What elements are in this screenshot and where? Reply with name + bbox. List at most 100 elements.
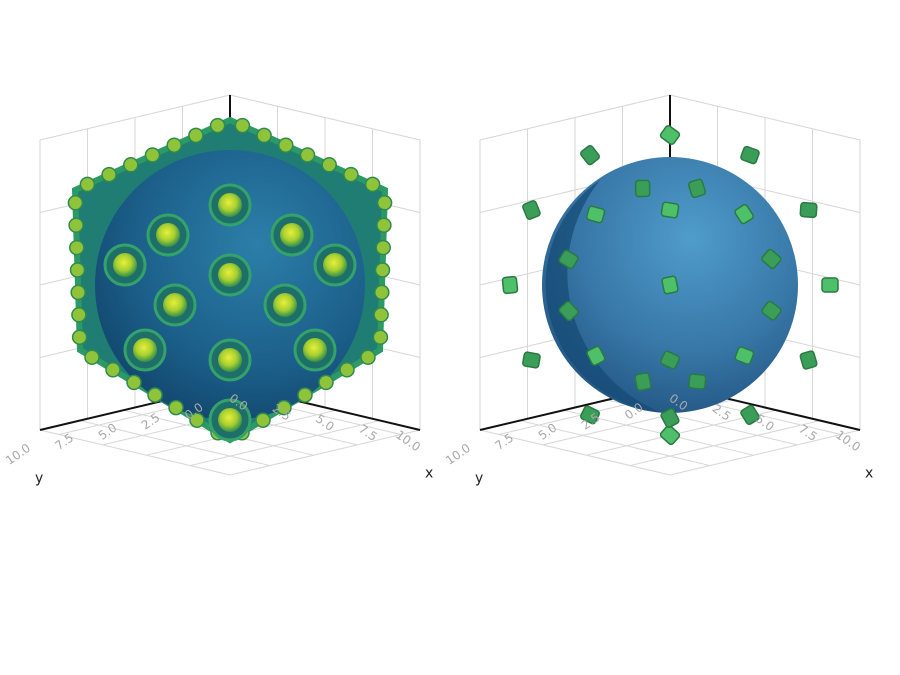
- lattice-fragment: [580, 405, 600, 425]
- knob: [218, 193, 242, 217]
- lattice-nub: [209, 117, 226, 134]
- lattice-fragment: [660, 407, 680, 429]
- y-axis-label: y: [35, 471, 43, 487]
- lattice-nub: [189, 412, 205, 428]
- grid-line: [479, 94, 671, 141]
- lattice-nub: [68, 217, 84, 233]
- lattice-nub: [360, 349, 376, 365]
- lattice-nub: [255, 412, 271, 428]
- lattice-fragment: [688, 373, 707, 390]
- lattice-nub: [105, 362, 121, 378]
- lattice-nub: [376, 195, 393, 211]
- lattice-nub: [278, 137, 294, 153]
- knob: [163, 293, 187, 317]
- lattice-fragment: [660, 201, 680, 219]
- lattice-nub: [67, 195, 84, 211]
- knob: [218, 263, 242, 287]
- lattice-nub: [318, 374, 334, 391]
- lattice-fragment: [580, 144, 600, 166]
- knob: [323, 253, 347, 277]
- lattice-nub: [101, 166, 117, 183]
- lattice-nub: [168, 399, 184, 416]
- x-axis-label: x: [425, 466, 433, 482]
- grid-line: [669, 94, 861, 141]
- lattice-fragment: [660, 350, 680, 370]
- lattice-nub: [343, 166, 359, 183]
- lattice-nub: [71, 329, 88, 345]
- floor-grid-line: [79, 420, 271, 467]
- x-tick-label: 10.0: [393, 428, 423, 455]
- y-tick-label: 10.0: [3, 441, 33, 468]
- lattice-fragment: [634, 179, 651, 198]
- floor-grid-line: [229, 429, 421, 476]
- lattice-fragment: [761, 248, 782, 269]
- lattice-fragment: [661, 275, 679, 295]
- lattice-fragment: [734, 346, 755, 365]
- lattice-nub: [297, 387, 313, 403]
- lattice-nub: [339, 362, 355, 378]
- lattice-fragment: [522, 351, 541, 369]
- lattice-fragment: [821, 277, 839, 293]
- lattice-nub: [364, 176, 381, 193]
- lattice-nub: [123, 157, 139, 173]
- lattice-nub: [373, 307, 389, 323]
- knob: [113, 253, 137, 277]
- right-panel: 0.02.55.07.510.00.0 2.5 5.0 7.5 10.0y x: [443, 94, 873, 487]
- floor-grid-line: [479, 429, 671, 476]
- lattice-fragment: [501, 275, 519, 295]
- lattice-fragment: [687, 178, 707, 199]
- lattice-fragment: [634, 372, 652, 392]
- lattice-nub: [71, 307, 87, 323]
- lattice-nub: [234, 117, 251, 134]
- lattice-fragment: [734, 204, 754, 225]
- knob: [156, 223, 180, 247]
- lattice-nub: [69, 262, 86, 278]
- lattice-fragment: [586, 345, 606, 366]
- lattice-fragment: [586, 205, 606, 224]
- lattice-nub: [372, 329, 389, 345]
- y-tick-label: 2.5: [139, 410, 163, 432]
- lattice-fragment: [558, 249, 579, 270]
- lattice-fragment: [740, 404, 760, 426]
- y-axis-label: y: [475, 471, 483, 487]
- lattice-nub: [147, 387, 163, 403]
- lattice-nub: [374, 262, 391, 278]
- lattice-nub: [79, 176, 96, 193]
- isosurface: [67, 116, 393, 444]
- lattice-nub: [188, 127, 204, 144]
- lattice-nub: [276, 399, 292, 416]
- floor-grid-line: [669, 429, 861, 476]
- lattice-fragment: [659, 424, 681, 446]
- lattice-nub: [375, 239, 391, 256]
- lattice-fragment: [799, 350, 818, 370]
- lattice-nub: [84, 349, 100, 365]
- lattice-nub: [69, 239, 85, 256]
- knob: [303, 338, 327, 362]
- floor-grid-line: [519, 420, 711, 467]
- lattice-nub: [126, 374, 142, 391]
- lattice-fragment: [740, 145, 760, 165]
- knob: [218, 348, 242, 372]
- lattice-fragment: [659, 125, 681, 145]
- lattice-edge-nubs: [67, 117, 393, 441]
- knob: [133, 338, 157, 362]
- lattice-fragment: [799, 201, 818, 219]
- lattice-nub: [321, 157, 337, 173]
- x-axis-label: x: [865, 466, 873, 482]
- floor-grid-line: [189, 420, 381, 467]
- lattice-fragment: [761, 300, 782, 321]
- lattice-nub: [166, 137, 182, 153]
- left-panel: 0.02.55.07.510.00.0 2.5 5.0 7.5 10.0y x: [3, 94, 433, 487]
- grid-line: [39, 94, 231, 141]
- y-tick-label: 5.0: [536, 420, 560, 442]
- sphere-shadow: [545, 180, 660, 412]
- lattice-nub: [256, 127, 272, 144]
- lattice-nub: [299, 147, 316, 163]
- lattice-fragment: [558, 300, 579, 322]
- floor-grid-line: [629, 420, 821, 467]
- y-tick-label: 5.0: [96, 420, 120, 442]
- knob: [218, 408, 242, 432]
- isosurface: [501, 125, 839, 446]
- y-tick-label: 10.0: [443, 441, 473, 468]
